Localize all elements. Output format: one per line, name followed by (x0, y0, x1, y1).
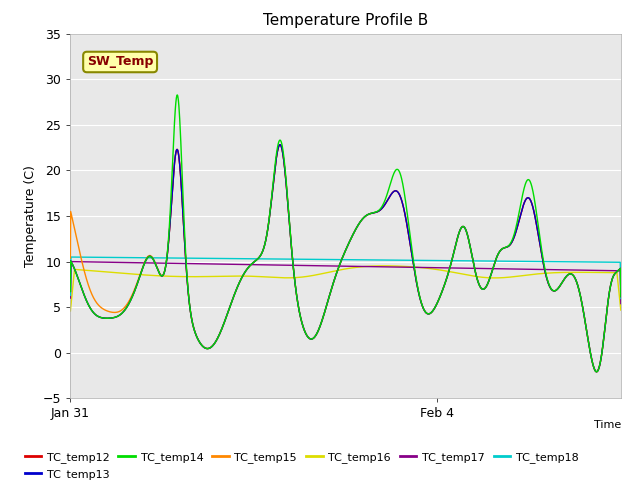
Text: Time: Time (593, 420, 621, 430)
Y-axis label: Temperature (C): Temperature (C) (24, 165, 37, 267)
Title: Temperature Profile B: Temperature Profile B (263, 13, 428, 28)
Legend: TC_temp12, TC_temp13, TC_temp14, TC_temp15, TC_temp16, TC_temp17, TC_temp18: TC_temp12, TC_temp13, TC_temp14, TC_temp… (20, 448, 583, 480)
Text: SW_Temp: SW_Temp (87, 56, 154, 69)
